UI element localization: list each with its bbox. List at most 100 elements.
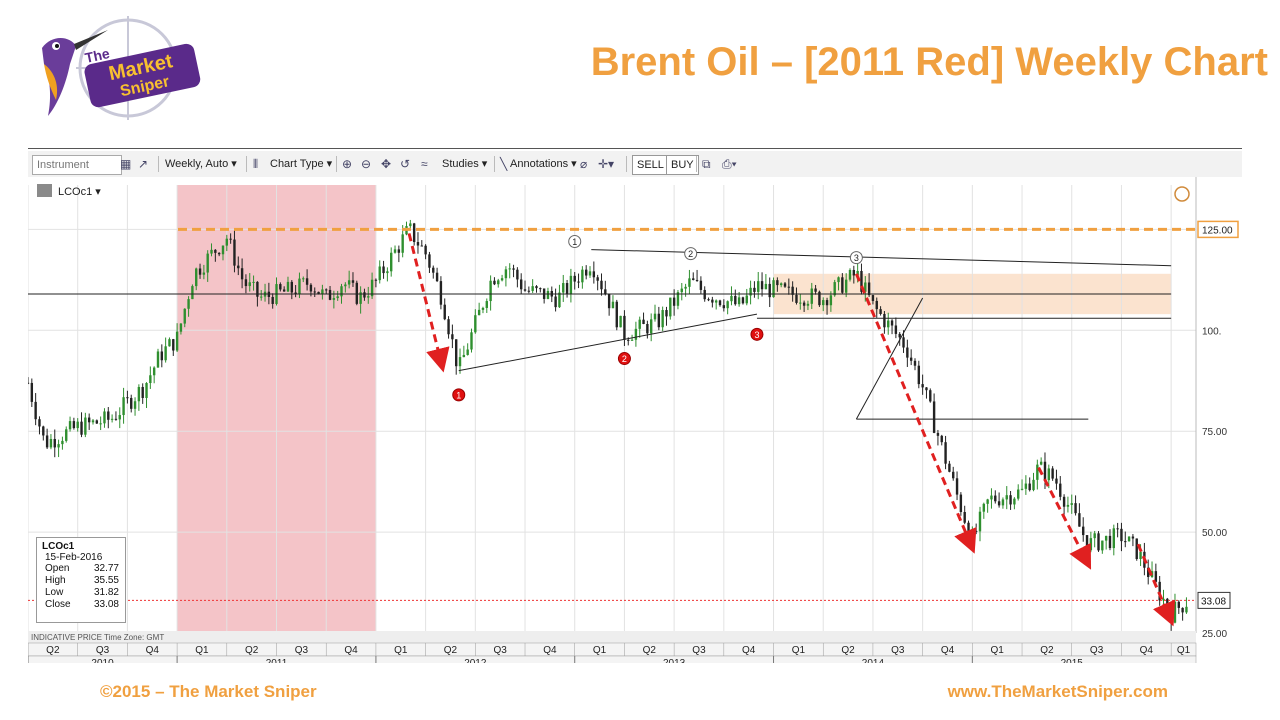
candle-body: [829, 295, 833, 306]
marker-label: 1: [572, 237, 577, 247]
candle-body: [152, 367, 156, 376]
candle-body: [321, 289, 324, 294]
y-tick-label: 25.00: [1202, 629, 1227, 640]
candle-body: [202, 272, 206, 275]
candle-body: [462, 354, 466, 358]
candle-body: [451, 334, 454, 340]
candle-body: [944, 442, 947, 464]
candle-body: [214, 249, 217, 253]
candle-body: [848, 269, 852, 280]
candle-body: [351, 280, 355, 283]
candle-body: [695, 279, 699, 281]
candle-body: [1051, 468, 1054, 479]
candle-body: [604, 289, 607, 295]
candle-body: [1089, 538, 1093, 551]
buy-button[interactable]: BUY: [666, 155, 699, 175]
sell-button[interactable]: SELL: [632, 155, 669, 175]
candle-body: [860, 270, 863, 292]
candle-body: [764, 283, 768, 290]
candle-body: [940, 435, 943, 443]
zoom-in-icon[interactable]: ⊕: [342, 157, 353, 171]
reset-icon[interactable]: ↺: [400, 157, 411, 171]
candle-body: [1070, 503, 1073, 505]
quarter-label: Q3: [493, 645, 507, 656]
candle-body: [856, 270, 859, 276]
candle-body: [814, 288, 817, 292]
candle-body: [485, 301, 488, 308]
candle-body: [929, 390, 932, 402]
candle-body: [1059, 483, 1062, 497]
quarter-label: Q4: [344, 645, 358, 656]
year-label: 2010: [91, 658, 114, 663]
lookup-icon[interactable]: ▦: [120, 157, 132, 171]
candle-body: [875, 300, 878, 310]
pan-icon[interactable]: ✥: [381, 157, 392, 171]
candle-body: [917, 365, 921, 385]
candle-body: [726, 301, 729, 309]
export-chart-icon[interactable]: ⧉: [702, 157, 711, 171]
candle-body: [477, 309, 481, 316]
candle-body: [500, 278, 504, 281]
candle-body: [883, 313, 886, 328]
candle-body: [871, 295, 875, 301]
candle-body: [699, 280, 703, 290]
y-tick-label: 100.: [1202, 326, 1221, 337]
candle-body: [110, 418, 114, 420]
zoom-out-icon[interactable]: ⊖: [361, 157, 372, 171]
instrument-input[interactable]: Instrument: [32, 155, 122, 175]
trendline: [855, 297, 924, 420]
chart-type-label: Chart Type: [270, 158, 324, 170]
candle-body: [837, 277, 840, 283]
candle-body: [619, 315, 622, 328]
candle-body: [72, 421, 76, 429]
candle-body: [760, 281, 764, 290]
footer-website: www.TheMarketSniper.com: [947, 682, 1168, 701]
interval-dropdown[interactable]: Weekly, Auto ▾: [165, 158, 237, 170]
candle-body: [864, 282, 867, 292]
quarter-label: Q1: [1177, 645, 1191, 656]
candle-body: [1108, 535, 1112, 549]
chart-type-dropdown[interactable]: Chart Type ▾: [270, 158, 333, 170]
quarter-label: Q3: [96, 645, 110, 656]
quarter-label: Q4: [742, 645, 756, 656]
candle-body: [210, 249, 213, 254]
candle-body: [787, 286, 791, 288]
candle-body: [867, 282, 871, 296]
eraser-icon[interactable]: ⌀: [580, 157, 588, 171]
candle-body: [646, 324, 649, 334]
candle-body: [772, 280, 775, 298]
candle-body: [952, 471, 955, 479]
candle-body: [252, 281, 255, 283]
candle-body: [386, 271, 389, 274]
candle-body: [497, 280, 500, 285]
candle-body: [382, 266, 385, 274]
candle-body: [1131, 536, 1135, 539]
candle-body: [1097, 533, 1100, 551]
line-tool-icon: ╲: [500, 157, 508, 171]
decline-arrow: [1136, 543, 1176, 627]
candle-body: [439, 281, 443, 305]
crosshair-icon[interactable]: ✛▾: [598, 157, 615, 171]
candle-body: [412, 223, 416, 243]
studies-dropdown[interactable]: Studies ▾: [442, 158, 488, 170]
candle-body: [634, 328, 638, 340]
candle-body: [294, 292, 297, 295]
candle-body: [776, 280, 779, 286]
candle-body: [42, 426, 45, 436]
candle-body: [1055, 478, 1058, 484]
print-icon[interactable]: ⎙▾: [722, 157, 737, 171]
candle-body: [512, 268, 515, 270]
candle-body: [558, 292, 561, 308]
candle-body: [1062, 496, 1066, 507]
ohlc-symbol: LCOc1: [42, 541, 75, 552]
candle-body: [649, 319, 653, 334]
candle-body: [390, 252, 393, 272]
candle-body: [531, 286, 534, 291]
ohlc-label: Open: [45, 563, 70, 574]
annotations-dropdown[interactable]: Annotations ▾: [510, 158, 577, 170]
candle-body: [80, 421, 83, 435]
marker-label: 1: [456, 390, 461, 400]
chart-style-icon[interactable]: ↗: [138, 157, 149, 171]
candle-body: [130, 397, 133, 409]
candle-body: [737, 297, 741, 305]
